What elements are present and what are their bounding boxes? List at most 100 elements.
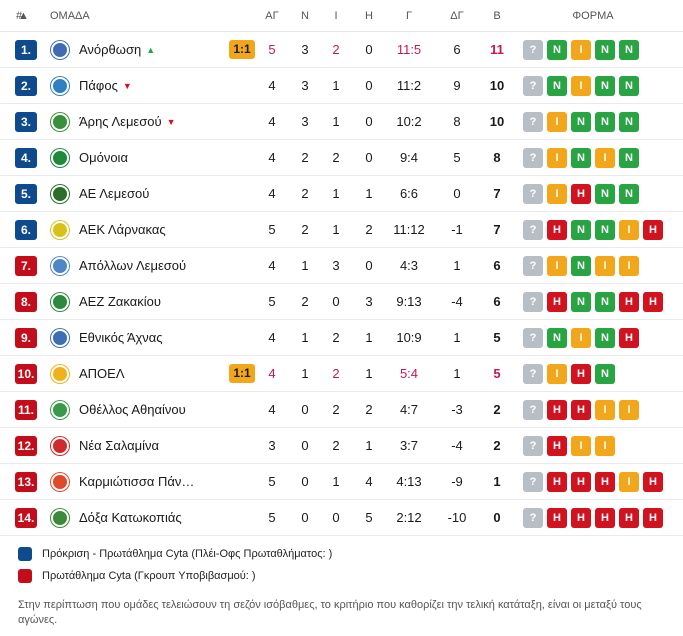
form-badge[interactable]: H: [571, 184, 591, 204]
form-badge[interactable]: N: [619, 148, 639, 168]
team-name[interactable]: ΑΕ Λεμεσού: [79, 176, 149, 212]
table-row[interactable]: 12. Νέα Σαλαμίνα 3 0 2 1 3:7 -4 2? H I I: [0, 428, 683, 464]
form-badge[interactable]: H: [571, 508, 591, 528]
team-name-text[interactable]: Ανόρθωση: [79, 42, 142, 57]
table-row[interactable]: 1. Ανόρθωση ▲ 1:1 5 3 2 0 11:5 6 11? N I N N: [0, 32, 683, 68]
form-badge[interactable]: H: [547, 220, 567, 240]
header-wins[interactable]: Ν: [301, 10, 309, 22]
form-badge[interactable]: H: [643, 292, 663, 312]
form-badge[interactable]: N: [595, 364, 615, 384]
team-name-text[interactable]: ΑΠΟΕΛ: [79, 366, 125, 381]
form-badge[interactable]: N: [595, 112, 615, 132]
form-badge[interactable]: I: [547, 112, 567, 132]
form-badge[interactable]: N: [619, 40, 639, 60]
form-badge[interactable]: I: [547, 256, 567, 276]
form-badge[interactable]: N: [595, 220, 615, 240]
next-match-badge[interactable]: ?: [523, 40, 543, 60]
form-badge[interactable]: N: [547, 76, 567, 96]
next-match-badge[interactable]: ?: [523, 220, 543, 240]
live-score-badge[interactable]: 1:1: [229, 40, 255, 59]
form-badge[interactable]: N: [571, 112, 591, 132]
form-badge[interactable]: N: [619, 76, 639, 96]
form-badge[interactable]: N: [619, 184, 639, 204]
form-badge[interactable]: H: [619, 328, 639, 348]
team-name[interactable]: Άρης Λεμεσού ▼: [79, 104, 176, 140]
next-match-badge[interactable]: ?: [523, 184, 543, 204]
form-badge[interactable]: H: [643, 472, 663, 492]
team-name-text[interactable]: Άρης Λεμεσού: [79, 114, 162, 129]
form-badge[interactable]: I: [619, 472, 639, 492]
table-row[interactable]: 7. Απόλλων Λεμεσού 4 1 3 0 4:3 1 6? I N I I: [0, 248, 683, 284]
form-badge[interactable]: I: [619, 256, 639, 276]
form-badge[interactable]: N: [595, 292, 615, 312]
form-badge[interactable]: I: [595, 148, 615, 168]
team-name[interactable]: Καρμιώτισσα Πάν…: [79, 464, 194, 500]
form-badge[interactable]: I: [619, 220, 639, 240]
team-name-text[interactable]: Πάφος: [79, 78, 118, 93]
team-name-text[interactable]: ΑΕΖ Ζακακίου: [79, 294, 161, 309]
form-badge[interactable]: N: [571, 220, 591, 240]
form-badge[interactable]: I: [547, 148, 567, 168]
form-badge[interactable]: N: [595, 184, 615, 204]
form-badge[interactable]: I: [571, 40, 591, 60]
table-row[interactable]: 4. Ομόνοια 4 2 2 0 9:4 5 8? I N I N: [0, 140, 683, 176]
form-badge[interactable]: H: [619, 292, 639, 312]
next-match-badge[interactable]: ?: [523, 508, 543, 528]
header-goals[interactable]: Γ: [405, 10, 413, 22]
table-row[interactable]: 9. Εθνικός Άχνας 4 1 2 1 10:9 1 5? N I N H: [0, 320, 683, 356]
team-name[interactable]: Νέα Σαλαμίνα: [79, 428, 159, 464]
next-match-badge[interactable]: ?: [523, 148, 543, 168]
table-row[interactable]: 3. Άρης Λεμεσού ▼ 4 3 1 0 10:2 8 10? I N N N: [0, 104, 683, 140]
table-row[interactable]: 2. Πάφος ▼ 4 3 1 0 11:2 9 10? N I N N: [0, 68, 683, 104]
form-badge[interactable]: N: [619, 112, 639, 132]
next-match-badge[interactable]: ?: [523, 256, 543, 276]
sort-ascending-icon[interactable]: ▲: [18, 10, 29, 22]
table-row[interactable]: 11. Οθέλλος Αθηαίνου 4 0 2 2 4:7 -3 2? H H I I: [0, 392, 683, 428]
team-name[interactable]: ΑΕΚ Λάρνακας: [79, 212, 166, 248]
form-badge[interactable]: H: [595, 508, 615, 528]
form-badge[interactable]: H: [571, 364, 591, 384]
form-badge[interactable]: H: [547, 292, 567, 312]
form-badge[interactable]: H: [547, 400, 567, 420]
header-goal-diff[interactable]: ΔΓ: [450, 10, 464, 22]
team-name-text[interactable]: Απόλλων Λεμεσού: [79, 258, 187, 273]
next-match-badge[interactable]: ?: [523, 400, 543, 420]
form-badge[interactable]: I: [571, 436, 591, 456]
next-match-badge[interactable]: ?: [523, 436, 543, 456]
team-name-text[interactable]: Καρμιώτισσα Πάν…: [79, 474, 195, 489]
team-name[interactable]: Πάφος ▼: [79, 68, 132, 104]
form-badge[interactable]: I: [571, 76, 591, 96]
form-badge[interactable]: N: [595, 40, 615, 60]
team-name-text[interactable]: Δόξα Κατωκοπιάς: [79, 510, 182, 525]
next-match-badge[interactable]: ?: [523, 292, 543, 312]
next-match-badge[interactable]: ?: [523, 112, 543, 132]
team-name-text[interactable]: Ομόνοια: [79, 150, 128, 165]
form-badge[interactable]: I: [595, 436, 615, 456]
team-name-text[interactable]: Εθνικός Άχνας: [79, 330, 163, 345]
form-badge[interactable]: N: [595, 328, 615, 348]
header-draws[interactable]: Ι: [334, 10, 338, 22]
team-name-text[interactable]: Νέα Σαλαμίνα: [79, 438, 160, 453]
form-badge[interactable]: I: [547, 364, 567, 384]
team-name[interactable]: Απόλλων Λεμεσού: [79, 248, 186, 284]
next-match-badge[interactable]: ?: [523, 364, 543, 384]
table-row[interactable]: 5. ΑΕ Λεμεσού 4 2 1 1 6:6 0 7? I H N N: [0, 176, 683, 212]
form-badge[interactable]: N: [595, 76, 615, 96]
table-row[interactable]: 14. Δόξα Κατωκοπιάς 5 0 0 5 2:12 -10 0? H H H H H: [0, 500, 683, 536]
form-badge[interactable]: H: [595, 472, 615, 492]
form-badge[interactable]: I: [571, 328, 591, 348]
table-row[interactable]: 8. ΑΕΖ Ζακακίου 5 2 0 3 9:13 -4 6? H N N H H: [0, 284, 683, 320]
team-name[interactable]: Εθνικός Άχνας: [79, 320, 163, 356]
team-name[interactable]: ΑΠΟΕΛ: [79, 356, 125, 392]
form-badge[interactable]: H: [547, 508, 567, 528]
table-row[interactable]: 13. Καρμιώτισσα Πάν… 5 0 1 4 4:13 -9 1? H H H I H: [0, 464, 683, 500]
form-badge[interactable]: N: [547, 40, 567, 60]
form-badge[interactable]: I: [619, 400, 639, 420]
next-match-badge[interactable]: ?: [523, 472, 543, 492]
next-match-badge[interactable]: ?: [523, 76, 543, 96]
header-team[interactable]: ΟΜΑΔΑ: [50, 10, 90, 22]
form-badge[interactable]: H: [643, 508, 663, 528]
live-score-badge[interactable]: 1:1: [229, 364, 255, 383]
form-badge[interactable]: H: [571, 400, 591, 420]
team-name[interactable]: Ανόρθωση ▲: [79, 32, 155, 68]
